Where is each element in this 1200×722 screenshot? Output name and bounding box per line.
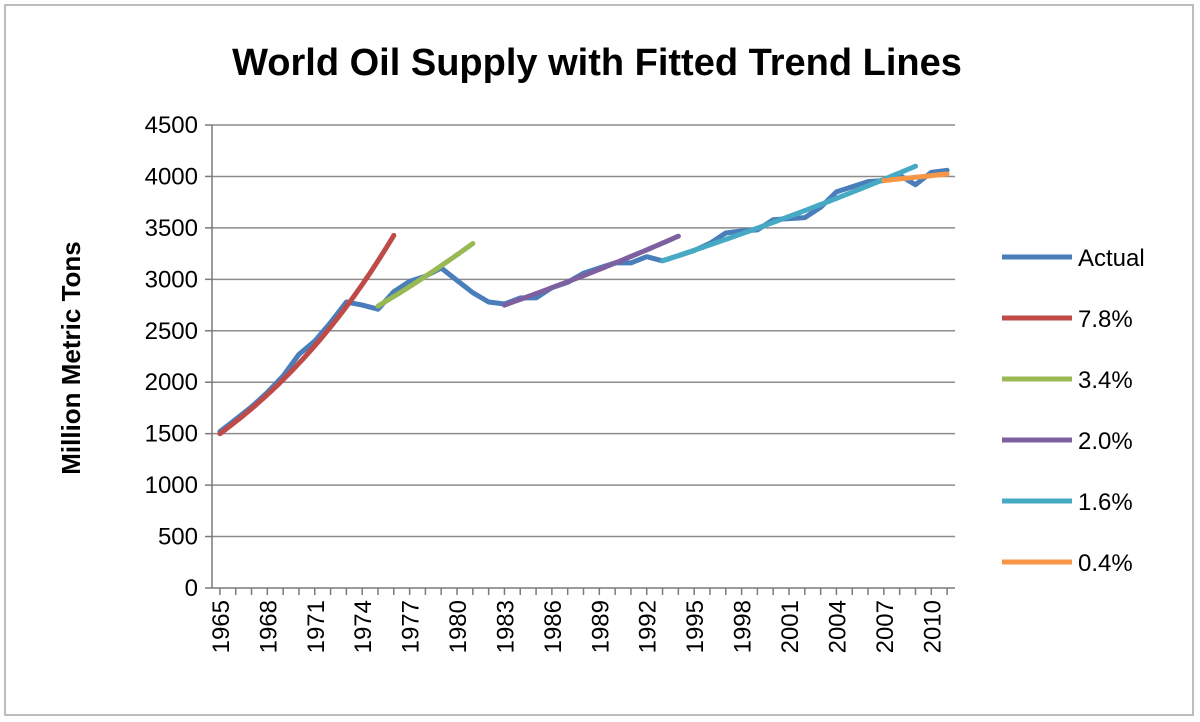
y-tick-label: 500 bbox=[158, 524, 198, 551]
series-line-1-6 bbox=[660, 163, 918, 264]
x-tick-label: 2004 bbox=[824, 600, 851, 653]
legend-label-3-4: 3.4% bbox=[1078, 367, 1133, 394]
x-tick-label: 2001 bbox=[777, 600, 804, 653]
series-line-7-8 bbox=[217, 232, 397, 437]
y-tick-label: 4000 bbox=[145, 163, 198, 190]
x-tick-label: 1977 bbox=[398, 600, 425, 653]
x-tick-label: 1980 bbox=[445, 600, 472, 653]
legend-label-1-6: 1.6% bbox=[1078, 489, 1133, 516]
series-line-actual bbox=[217, 167, 950, 435]
x-tick-label: 1986 bbox=[540, 600, 567, 653]
y-tick-label: 1000 bbox=[145, 472, 198, 499]
x-tick-label: 1992 bbox=[635, 600, 662, 653]
chart-title: World Oil Supply with Fitted Trend Lines bbox=[232, 42, 962, 84]
y-tick-label: 1500 bbox=[145, 421, 198, 448]
y-tick-label: 3500 bbox=[145, 215, 198, 242]
y-tick-label: 0 bbox=[185, 575, 198, 602]
y-tick-label: 4500 bbox=[145, 112, 198, 139]
series-line-0-4 bbox=[881, 171, 950, 184]
x-tick-label: 1983 bbox=[492, 600, 519, 653]
y-tick-label: 2000 bbox=[145, 369, 198, 396]
series-line-2-0 bbox=[502, 233, 681, 308]
x-tick-label: 1965 bbox=[208, 600, 235, 653]
x-tick-label: 1989 bbox=[587, 600, 614, 653]
x-tick-label: 1974 bbox=[350, 600, 377, 653]
chart-frame bbox=[4, 4, 1194, 716]
legend-label-0-4: 0.4% bbox=[1078, 550, 1133, 577]
y-tick-label: 2500 bbox=[145, 318, 198, 345]
y-axis-label: Million Metric Tons bbox=[56, 241, 86, 475]
legend: Actual 7.8% 3.4% 2.0% 1.6% 0.4% bbox=[1002, 245, 1145, 577]
legend-label-7-8: 7.8% bbox=[1078, 306, 1133, 333]
legend-label-actual: Actual bbox=[1078, 245, 1145, 272]
axes: 0 500 1000 1500 2000 2500 3000 3500 4000 4500 1965… bbox=[145, 112, 955, 653]
series-line-3-4 bbox=[375, 241, 476, 309]
gridlines bbox=[212, 124, 955, 538]
x-tick-label: 1998 bbox=[730, 600, 757, 653]
legend-label-2-0: 2.0% bbox=[1078, 428, 1133, 455]
x-tick-label: 2007 bbox=[872, 600, 899, 653]
x-tick-label: 1968 bbox=[255, 600, 282, 653]
plot-area bbox=[217, 163, 950, 437]
x-tick-label: 1995 bbox=[682, 600, 709, 653]
x-tick-label: 2010 bbox=[919, 600, 946, 653]
x-tick-label: 1971 bbox=[303, 600, 330, 653]
y-tick-label: 3000 bbox=[145, 266, 198, 293]
